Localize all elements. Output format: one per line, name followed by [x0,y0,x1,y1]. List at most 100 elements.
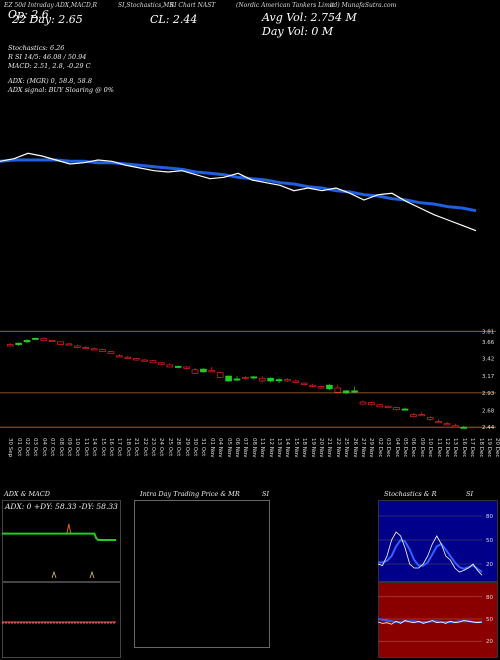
x-tick-label: 17 Oct [116,438,123,457]
x-tick-label: 13 Dec [452,438,459,458]
x-tick-label: 06 Nov [234,438,240,458]
x-tick-label: 17 Dec [469,438,476,458]
adx-chart [2,523,116,579]
candle-body [426,417,434,420]
candle-body [452,425,459,428]
x-tick-label: 04 Dec [393,438,400,458]
candle [32,337,39,340]
adx-panel [2,500,121,582]
candle-body [342,390,350,394]
x-tick-label: 04 Oct [40,438,47,457]
candle-body [435,421,442,424]
x-tick-label: 07 Oct [49,438,56,457]
candle-body [225,375,232,382]
x-tick-label: 15 Oct [99,438,106,457]
x-tick-label: 05 Dec [402,438,408,458]
candle [292,379,300,384]
stoch-panel-title: Stochastics & R [384,490,437,498]
x-tick-label: 19 Dec [486,438,492,458]
x-tick-label: 31 Oct [200,438,207,457]
candle-body [233,378,241,381]
y-tick-label: 2.68 [482,408,495,414]
candle [191,367,199,374]
marker-0 [51,570,57,579]
x-tick-label: 27 Nov [360,438,366,458]
candle [300,382,308,386]
rsi-series-1 [377,620,483,625]
candle [200,368,207,373]
candle-body [368,402,375,406]
candle-body [326,384,333,390]
candle [410,413,417,418]
candle [284,378,291,382]
candle [208,367,216,373]
candle [250,376,258,380]
close-label: CL: 2.44 [150,13,198,26]
candle-body [334,387,342,393]
header-right-text: (Nordic American Tankers Limit [236,2,335,9]
candle [90,347,98,351]
candle-body [99,349,106,352]
x-tick-label: 07 Nov [242,438,249,458]
y-tick-label: 3.66 [482,340,495,346]
candle [368,402,375,406]
candle [258,376,266,383]
x-tick-label: 03 Dec [385,438,392,458]
x-tick-label: 12 Nov [267,438,274,458]
candle-body [6,344,14,347]
candle-body [90,348,98,351]
x-axis-dates: 30 Sep 01 Oct 02 Oct 03 Oct 04 Oct 07 Oct 08 O… [0,438,500,498]
open-label: Op: 2.6 [8,8,49,21]
candlestick-chart: 3.81 3.66 3.42 3.17 2.93 2.68 2.44 [0,329,496,431]
x-tick-label: 05 Nov [225,438,232,458]
x-tick-label: 24 Oct [158,438,165,457]
candle [15,342,22,346]
x-tick-label: 09 Dec [418,438,425,458]
candle-body [166,364,174,368]
candle-body [384,405,392,408]
intraday-panel-title2: SI [262,490,270,498]
x-tick-label: 13 Nov [276,438,282,458]
candle [6,343,14,347]
intraday-panel-title: Intra Day Trading Price & MR [140,490,240,498]
x-tick-label: 14 Oct [91,438,98,457]
x-tick-label: 10 Dec [427,438,434,458]
x-tick-label: 21 Oct [133,438,140,457]
x-tick-label: 25 Nov [343,438,350,458]
marker-1 [89,570,95,579]
adx-series-0 [2,523,116,541]
candle-body [82,347,90,349]
candle-body [460,426,468,429]
candle [233,376,241,381]
candle [99,348,106,352]
candle-body [208,370,216,373]
candle-body [57,341,64,345]
stoch-panel-title2: SI [466,490,474,498]
x-tick-label: 18 Nov [301,438,308,458]
x-tick-label: 08 Nov [250,438,257,458]
x-tick-label: 19 Nov [309,438,316,458]
x-tick-label: 10 Oct [74,438,81,457]
candle-body [242,377,249,380]
intraday-panel [134,500,270,648]
x-tick-label: 29 Nov [368,438,375,458]
candle [275,378,283,384]
candle-body [107,351,115,355]
candle [57,341,64,346]
candle [435,419,442,424]
candle [82,346,90,349]
x-tick-label: 03 Oct [32,438,39,457]
x-tick-label: 02 Dec [376,438,383,458]
header-mid2-text: SI Chart NAST [170,2,216,9]
y-tick-label: 3.81 [482,329,494,335]
series-line-1 [0,152,477,232]
candle-body [317,386,325,389]
candle [216,371,224,379]
candle-body [116,355,123,358]
candle [40,337,48,341]
candle [174,365,182,369]
candle-body [401,408,409,411]
y-tick-label: 80 [486,514,493,520]
candle-body [292,380,300,383]
candle [107,350,115,355]
